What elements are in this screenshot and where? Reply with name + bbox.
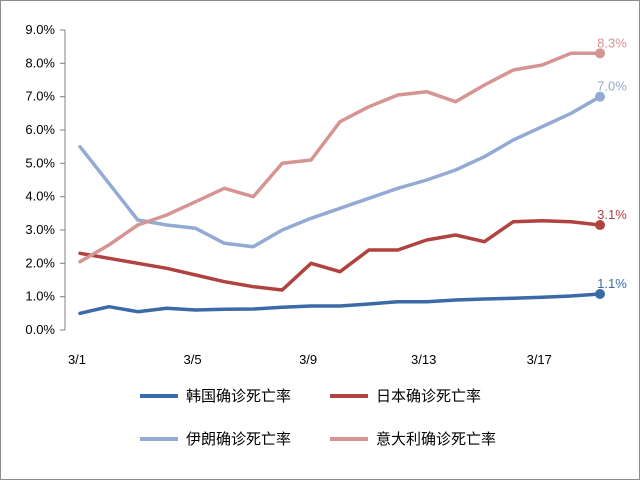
series-line-2 — [78, 94, 602, 249]
x-tick-label: 3/13 — [411, 352, 436, 367]
y-tick-label: 8.0% — [25, 55, 55, 70]
series-end-marker-2 — [595, 91, 605, 102]
x-tick-label: 3/5 — [184, 352, 202, 367]
series-line-1 — [78, 218, 602, 292]
series-end-label-1: 3.1% — [597, 207, 627, 222]
y-tick-label: 3.0% — [25, 222, 55, 237]
series-end-marker-0 — [595, 289, 605, 299]
series-end-marker-1 — [595, 220, 605, 230]
y-tick-label: 2.0% — [25, 255, 55, 270]
x-tick-label: 3/9 — [299, 352, 317, 367]
y-tick-label: 5.0% — [25, 155, 55, 170]
y-tick-label: 6.0% — [25, 122, 55, 137]
series-end-label-2: 7.0% — [597, 79, 627, 94]
y-tick-label: 9.0% — [25, 22, 55, 37]
series-line-3 — [78, 51, 602, 264]
x-tick-label: 3/17 — [527, 352, 552, 367]
series-end-label-0: 1.1% — [597, 276, 627, 291]
y-tick-label: 7.0% — [25, 89, 55, 104]
y-tick-label: 1.0% — [25, 289, 55, 304]
series-line-0 — [78, 292, 602, 316]
series-end-marker-3 — [595, 48, 605, 59]
y-tick-label: 4.0% — [25, 189, 55, 204]
x-tick-label: 3/1 — [68, 352, 86, 367]
series-end-label-3: 8.3% — [597, 35, 627, 50]
y-tick-label: 0.0% — [25, 322, 55, 337]
